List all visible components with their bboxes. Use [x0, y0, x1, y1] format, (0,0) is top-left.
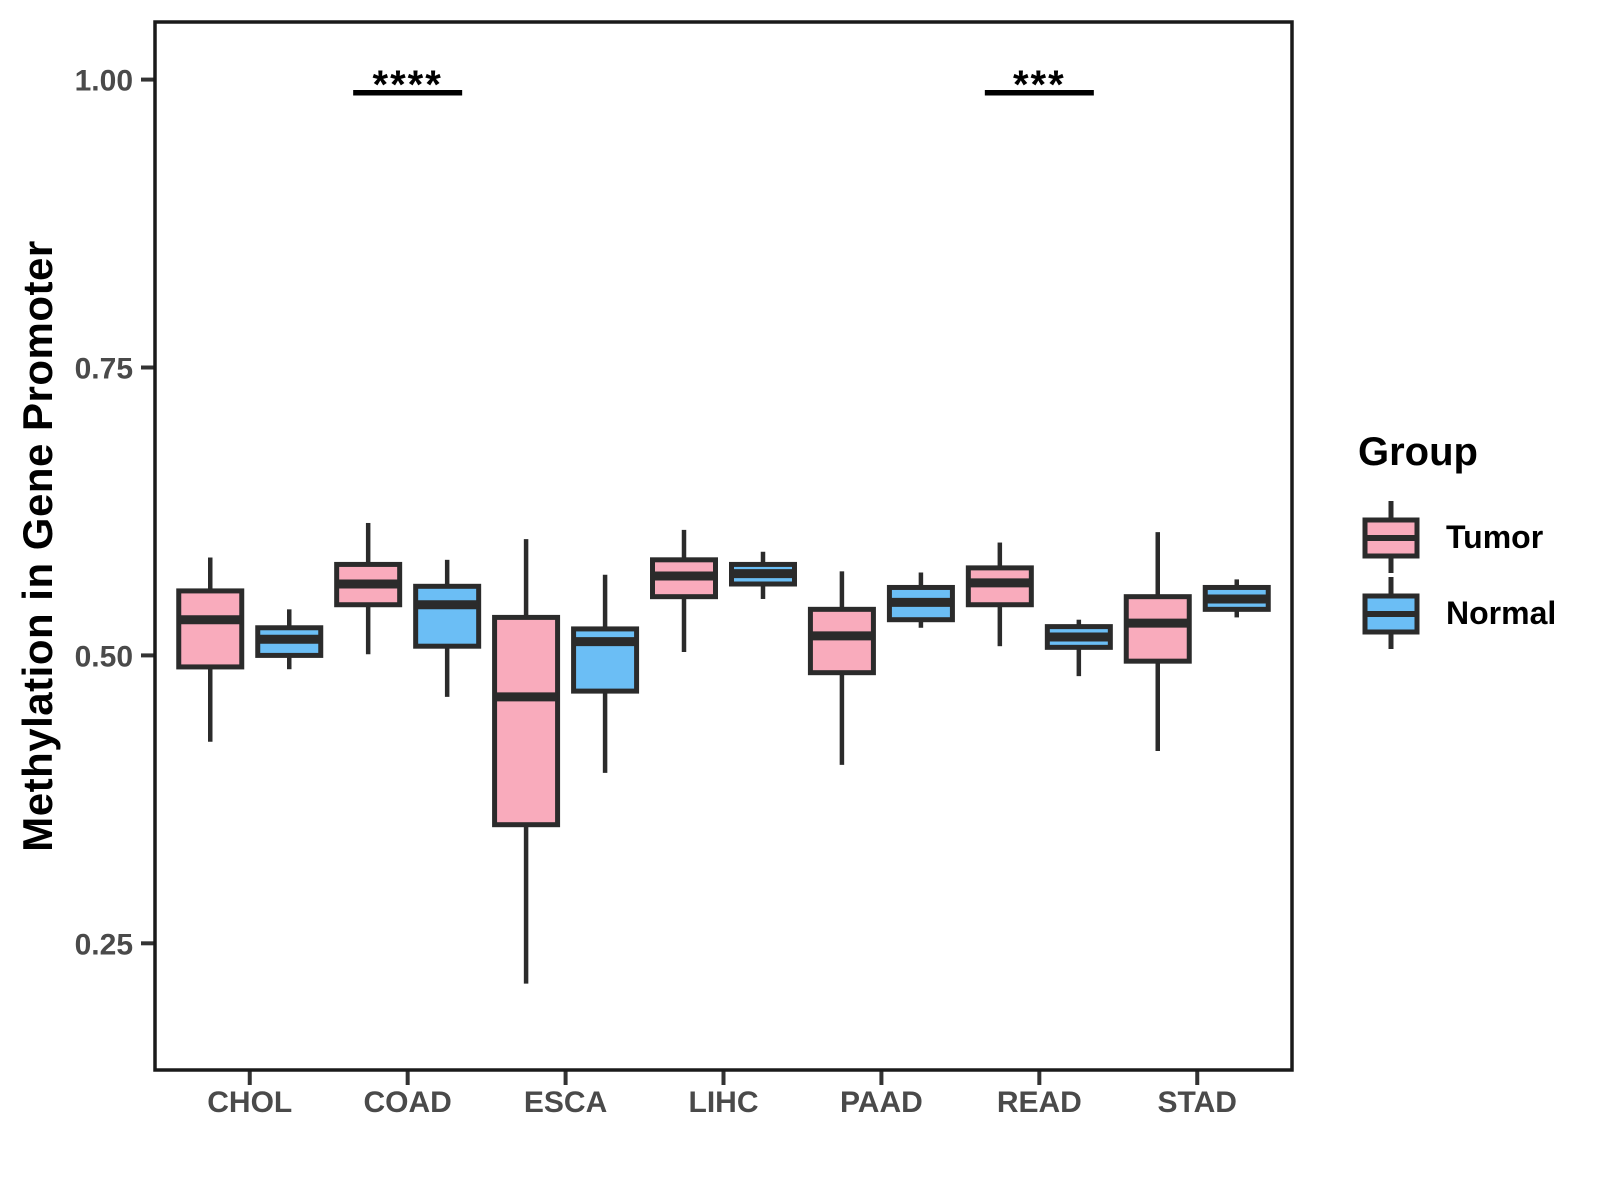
legend-entry-tumor: Tumor — [1328, 499, 1600, 575]
box-stad-normal — [1202, 579, 1271, 618]
box-esca-normal — [571, 574, 640, 773]
y-tick-label: 0.75 — [75, 352, 133, 385]
panel-border — [153, 20, 1294, 1072]
x-tick-label-coad: COAD — [363, 1086, 451, 1119]
legend-entry-normal: Normal — [1328, 575, 1600, 651]
x-tick-label-esca: ESCA — [524, 1086, 607, 1119]
y-tick-label: 0.50 — [75, 640, 133, 673]
box-paad-tumor — [807, 571, 876, 765]
box-lihc-tumor — [650, 529, 718, 652]
box-coad-normal — [413, 559, 482, 697]
x-tick-label-chol: CHOL — [207, 1086, 292, 1119]
significance-bar-coad — [353, 90, 463, 96]
box-coad-tumor — [334, 522, 403, 655]
legend-title: Group — [1358, 430, 1478, 474]
box-chol-tumor — [176, 557, 245, 742]
tumor-boxplot-key-icon — [1362, 501, 1420, 573]
normal-boxplot-key-icon — [1362, 577, 1420, 649]
y-tick-label: 0.25 — [75, 928, 133, 961]
box-lihc-normal — [729, 551, 797, 599]
box-read-tumor — [965, 542, 1034, 647]
x-tick-label-read: READ — [997, 1086, 1082, 1119]
y-tick-label: 1.00 — [75, 65, 133, 98]
iqr-box — [176, 588, 245, 670]
legend-label-normal: Normal — [1446, 594, 1557, 631]
iqr-box — [807, 606, 876, 676]
x-tick-label-lihc: LIHC — [689, 1086, 759, 1119]
significance-stars-coad: **** — [373, 63, 443, 107]
legend: Group Tumor Normal — [1328, 430, 1600, 651]
legend-label-tumor: Tumor — [1446, 518, 1544, 555]
iqr-box — [413, 583, 482, 649]
significance-stars-read: *** — [1013, 63, 1066, 107]
box-stad-tumor — [1123, 532, 1192, 751]
box-read-normal — [1044, 619, 1113, 677]
x-tick-label-stad: STAD — [1158, 1086, 1237, 1119]
box-chol-normal — [255, 609, 324, 670]
box-esca-tumor — [492, 539, 561, 984]
iqr-box — [492, 614, 561, 828]
iqr-box — [1123, 594, 1192, 664]
significance-bar-read — [984, 90, 1094, 96]
box-paad-normal — [886, 572, 955, 628]
x-tick-label-paad: PAAD — [840, 1086, 923, 1119]
